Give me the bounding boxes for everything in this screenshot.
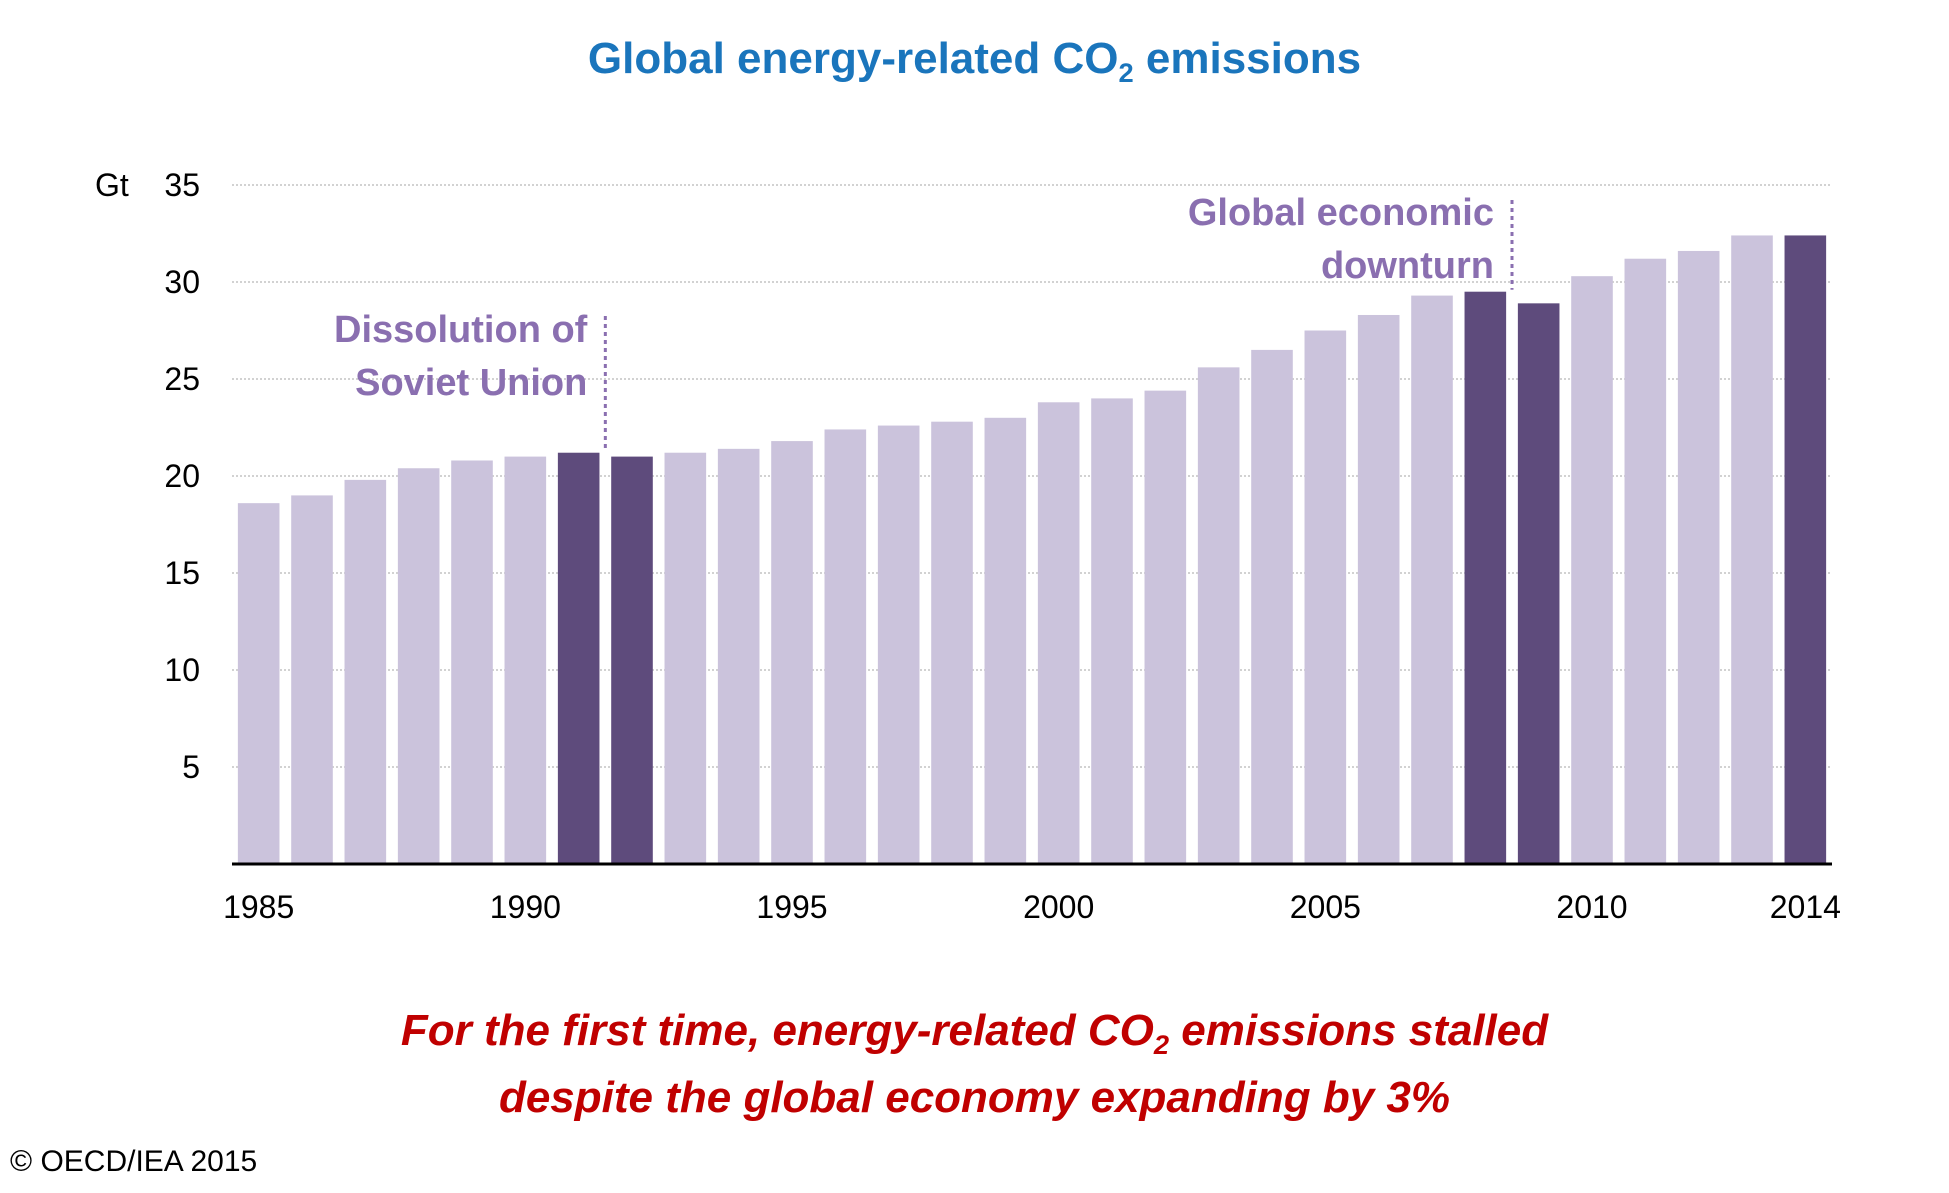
title-prefix: Global energy-related CO <box>587 34 1119 83</box>
copyright: © OECD/IEA 2015 <box>10 1145 258 1178</box>
bar-1985 <box>237 503 280 864</box>
y-tick-label: 20 <box>164 458 200 494</box>
bar-2006 <box>1357 314 1400 865</box>
takeaway-line-2: despite the global economy expanding by … <box>498 1073 1451 1122</box>
y-tick-label: 10 <box>164 652 200 688</box>
x-tick-label: 1990 <box>490 889 561 925</box>
bar-2010 <box>1571 276 1613 864</box>
title-subscript: 2 <box>1118 56 1134 88</box>
annotation-label: Soviet Union <box>355 362 587 404</box>
y-tick-label: 5 <box>182 749 200 785</box>
bar-2004 <box>1251 349 1293 864</box>
chart-title: Global energy-related CO2 emissions <box>0 34 1949 88</box>
bar-1996 <box>824 429 867 864</box>
bar-1994 <box>717 448 760 864</box>
y-axis-label: Gt <box>95 167 129 203</box>
bar-2003 <box>1197 367 1240 864</box>
annotation-label: Global economic <box>1188 192 1494 234</box>
x-tick-label: 1985 <box>223 889 294 925</box>
bar-2005 <box>1304 330 1347 864</box>
bar-2007 <box>1411 295 1453 865</box>
bar-1992 <box>611 456 653 864</box>
bar-1991 <box>557 452 600 864</box>
bar-1993 <box>664 452 707 864</box>
annotation-label: downturn <box>1321 245 1494 287</box>
y-tick-label: 35 <box>164 167 200 203</box>
bar-1999 <box>984 417 1027 864</box>
bar-2001 <box>1091 398 1133 864</box>
bar-1998 <box>931 421 973 864</box>
bar-2012 <box>1677 250 1720 864</box>
bar-2011 <box>1624 258 1667 865</box>
bar-1987 <box>344 479 387 864</box>
bar-1989 <box>451 460 493 864</box>
takeaway-text: For the first time, energy-related CO2 e… <box>0 1000 1949 1129</box>
bar-2009 <box>1517 303 1560 865</box>
bar-1986 <box>291 495 333 864</box>
bar-1997 <box>877 425 920 864</box>
annotation-label: Dissolution of <box>334 309 588 351</box>
y-tick-label: 30 <box>164 264 200 300</box>
x-tick-label: 2010 <box>1556 889 1627 925</box>
x-tick-label: 2000 <box>1023 889 1094 925</box>
x-tick-label: 2005 <box>1290 889 1361 925</box>
x-tick-label: 1995 <box>756 889 827 925</box>
bar-2013 <box>1731 235 1773 864</box>
bar-1988 <box>397 468 440 864</box>
bar-chart: 5 10 15 20 25 30 35 Gt 1985 1990 1995 2000 2005 2010 2… <box>95 167 1841 925</box>
bar-2008 <box>1464 291 1507 864</box>
bar-2014 <box>1784 235 1827 864</box>
title-suffix: emissions <box>1133 34 1362 83</box>
bar-2000 <box>1037 402 1080 864</box>
takeaway-subscript: 2 <box>1153 1028 1170 1060</box>
y-tick-label: 25 <box>164 361 200 397</box>
bar-2002 <box>1144 390 1187 864</box>
y-tick-label: 15 <box>164 555 200 591</box>
takeaway-line-1: For the first time, energy-related CO2 e… <box>400 1006 1549 1060</box>
bar-1990 <box>504 456 547 864</box>
x-tick-label: 2014 <box>1770 889 1841 925</box>
bar-1995 <box>771 441 813 864</box>
